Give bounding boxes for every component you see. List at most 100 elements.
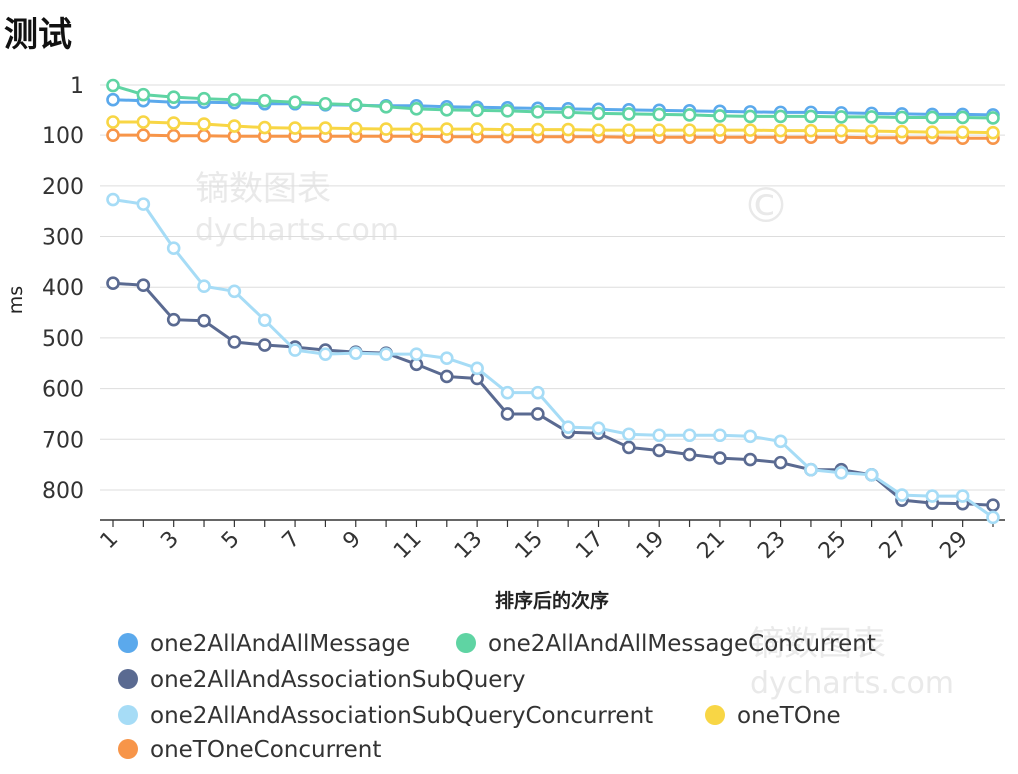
data-point[interactable] [743,109,758,124]
data-point[interactable] [743,123,758,137]
data-point[interactable] [106,128,120,142]
data-point[interactable] [591,421,606,435]
data-point[interactable] [955,125,970,139]
data-point[interactable] [106,78,120,93]
data-point[interactable] [257,338,272,352]
data-point[interactable] [925,489,940,503]
data-point[interactable] [348,346,363,360]
data-point[interactable] [986,111,1000,125]
data-point[interactable] [136,278,151,293]
data-point[interactable] [166,312,181,327]
data-point[interactable] [531,105,545,119]
data-point[interactable] [864,467,879,482]
data-point[interactable] [682,108,697,122]
data-point[interactable] [318,121,333,135]
legend-item[interactable]: one2AllAndAssociationSubQuery [118,667,526,693]
data-point[interactable] [895,488,909,502]
data-point[interactable] [500,407,515,421]
data-point[interactable] [197,279,211,294]
data-point[interactable] [106,92,120,107]
data-point[interactable] [227,92,242,107]
data-point[interactable] [682,428,697,443]
data-point[interactable] [166,128,181,143]
data-point[interactable] [531,407,545,421]
data-point[interactable] [713,109,727,123]
data-point[interactable] [713,123,727,137]
data-point[interactable] [591,106,606,121]
data-point[interactable] [257,93,272,108]
data-point[interactable] [136,197,151,211]
data-point[interactable] [348,97,363,112]
data-point[interactable] [500,122,515,137]
data-point[interactable] [561,420,575,434]
data-point[interactable] [288,121,302,135]
data-point[interactable] [682,447,697,462]
data-point[interactable] [197,313,211,328]
data-point[interactable] [773,109,788,124]
legend-item[interactable]: one2AllAndAllMessage [118,631,410,657]
data-point[interactable] [622,123,636,137]
data-point[interactable] [166,116,181,130]
data-point[interactable] [470,122,484,136]
data-point[interactable] [834,465,849,480]
data-point[interactable] [227,335,242,349]
data-point[interactable] [470,361,484,376]
data-point[interactable] [257,120,272,135]
data-point[interactable] [439,103,454,117]
data-point[interactable] [713,428,727,443]
data-point[interactable] [895,110,909,125]
data-point[interactable] [652,443,667,458]
data-point[interactable] [197,128,211,143]
data-point[interactable] [986,498,1000,513]
data-point[interactable] [379,347,393,361]
data-point[interactable] [409,122,424,136]
data-point[interactable] [925,125,940,139]
data-point[interactable] [136,87,151,102]
legend-item[interactable]: oneTOneConcurrent [118,737,381,763]
data-point[interactable] [652,123,667,137]
data-point[interactable] [106,276,120,290]
data-point[interactable] [409,102,424,116]
data-point[interactable] [106,192,120,207]
data-point[interactable] [804,109,818,124]
data-point[interactable] [531,122,545,137]
data-point[interactable] [773,123,788,138]
data-point[interactable] [652,428,667,443]
data-point[interactable] [439,351,454,366]
data-point[interactable] [348,121,363,136]
data-point[interactable] [864,124,879,138]
data-point[interactable] [622,107,636,121]
data-point[interactable] [561,122,575,137]
data-point[interactable] [834,123,849,138]
data-point[interactable] [773,434,788,449]
data-point[interactable] [227,119,242,133]
data-point[interactable] [652,107,667,122]
data-point[interactable] [804,462,818,477]
data-point[interactable] [955,110,970,125]
data-point[interactable] [531,385,545,400]
data-point[interactable] [288,95,302,110]
data-point[interactable] [622,440,636,455]
data-point[interactable] [986,125,1000,140]
data-point[interactable] [379,122,393,136]
data-point[interactable] [288,343,302,357]
data-point[interactable] [804,123,818,138]
legend-item[interactable]: one2AllAndAssociationSubQueryConcurrent [118,703,653,729]
data-point[interactable] [470,103,484,118]
data-point[interactable] [713,451,727,465]
data-point[interactable] [106,115,120,129]
data-point[interactable] [136,128,151,142]
data-point[interactable] [318,347,333,361]
data-point[interactable] [500,385,515,400]
data-point[interactable] [895,124,909,139]
data-point[interactable] [197,117,211,131]
data-point[interactable] [622,427,636,442]
data-point[interactable] [682,123,697,137]
legend-item[interactable]: one2AllAndAllMessageConcurrent [456,631,876,657]
legend-item[interactable]: oneTOne [705,703,841,729]
data-point[interactable] [561,105,575,120]
data-point[interactable] [227,284,242,299]
data-point[interactable] [166,241,181,256]
data-point[interactable] [591,123,606,137]
data-point[interactable] [864,110,879,124]
